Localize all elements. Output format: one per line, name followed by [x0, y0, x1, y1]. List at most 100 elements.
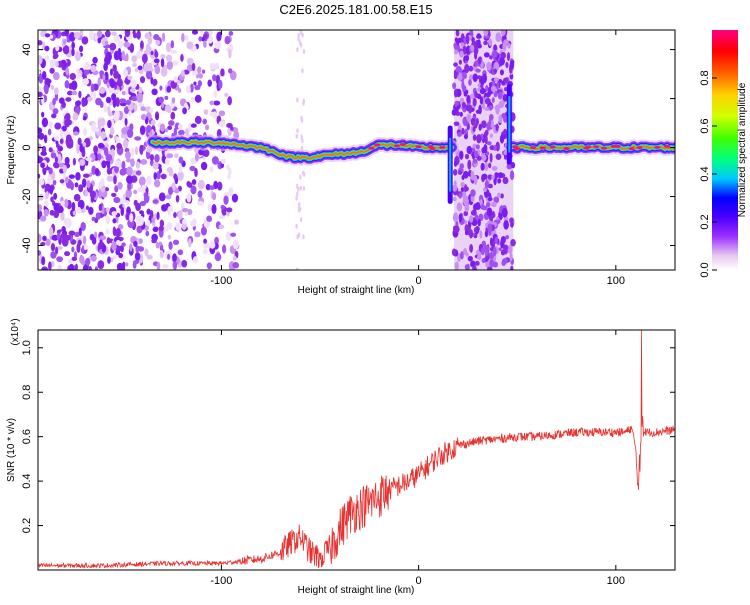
noise-blob [158, 192, 166, 202]
spectrogram-ytick-label-2: 0 [21, 144, 33, 150]
noise-blob [502, 42, 507, 52]
noise-blob [201, 69, 206, 74]
spectrogram-xlabel: Height of straight line (km) [298, 285, 415, 296]
spectrogram-ytick-label-4: 40 [21, 43, 33, 55]
snr-ylabel: SNR (10 * v/v) [6, 418, 17, 482]
noise-blob [218, 214, 226, 220]
noise-blob [472, 265, 477, 270]
noise-blob [227, 68, 233, 74]
noise-blob [198, 149, 204, 156]
noise-blob [485, 85, 489, 92]
noise-blob [209, 185, 215, 191]
noise-blob [145, 230, 150, 237]
noise-blob [302, 234, 305, 240]
noise-blob [476, 155, 482, 161]
noise-blob [55, 61, 59, 68]
noise-blob [484, 180, 489, 190]
noise-blob [227, 173, 231, 180]
noise-blob [38, 178, 45, 186]
noise-blob [137, 65, 143, 71]
noise-blob [76, 206, 82, 214]
noise-blob [115, 227, 121, 238]
ridge-hotspot [374, 143, 381, 147]
ridge-hotspot [563, 147, 570, 151]
noise-blob [126, 175, 133, 184]
noise-blob [497, 192, 501, 198]
snr-ytick-label-3: 0.8 [21, 385, 33, 400]
snr-frame [37, 329, 676, 571]
noise-blob [457, 131, 462, 137]
noise-blob [503, 220, 509, 230]
noise-blob [133, 189, 138, 195]
noise-blob [59, 128, 63, 139]
noise-blob [72, 157, 77, 166]
noise-blob [49, 34, 54, 39]
noise-blob [153, 58, 160, 64]
noise-blob [506, 163, 513, 170]
noise-blob [121, 242, 126, 247]
noise-blob [493, 68, 498, 74]
noise-blob [165, 42, 171, 53]
noise-blob [41, 256, 46, 266]
noise-blob [173, 76, 178, 83]
noise-blob [452, 184, 458, 192]
noise-blob [78, 45, 84, 53]
noise-blob [465, 252, 469, 257]
noise-blob [115, 97, 120, 107]
noise-blob [502, 176, 509, 185]
noise-blob [64, 118, 71, 128]
noise-blob [493, 196, 500, 204]
noise-blob [478, 123, 482, 131]
noise-blob [167, 253, 171, 260]
noise-blob [197, 66, 202, 74]
spectrogram-xtick-label-2: 100 [607, 275, 625, 287]
noise-blob [139, 210, 144, 215]
noise-blob [204, 124, 210, 131]
noise-blob [501, 207, 508, 218]
noise-blob [470, 189, 476, 197]
noise-blob [189, 165, 196, 172]
noise-blob [150, 51, 154, 56]
noise-blob [213, 90, 218, 98]
ridge-hotspot [636, 146, 643, 150]
noise-blob [112, 218, 117, 224]
noise-blob [106, 159, 111, 170]
noise-blob [63, 198, 69, 208]
noise-blob [205, 183, 211, 191]
noise-blob [113, 175, 117, 185]
noise-blob [117, 40, 124, 49]
noise-blob [111, 211, 118, 216]
colorbar-tick-label-3: 0.6 [699, 118, 711, 133]
noise-blob [181, 259, 188, 268]
noise-blob [112, 254, 117, 260]
noise-blob [105, 143, 109, 149]
noise-blob [454, 37, 458, 43]
noise-blob [141, 53, 148, 64]
noise-blob [104, 30, 111, 38]
snr-panel: -100 0 100 0.2 0.4 0.6 0.8 1.0 Height of straig… [6, 318, 676, 596]
noise-blob [174, 153, 179, 158]
noise-blob [43, 84, 49, 95]
spectrogram-ylabel: Frequency (Hz) [6, 116, 17, 185]
noise-blob [45, 238, 51, 246]
noise-blob [89, 190, 96, 199]
noise-blob [495, 81, 500, 91]
noise-blob [495, 153, 502, 160]
noise-blob [481, 173, 488, 180]
noise-blob [78, 227, 82, 236]
noise-blob [138, 238, 143, 245]
noise-blob [296, 47, 299, 53]
noise-blob [217, 181, 223, 191]
noise-blob [186, 57, 194, 65]
noise-blob [488, 227, 492, 237]
noise-blob [453, 121, 460, 126]
noise-blob [212, 192, 217, 201]
noise-blob [170, 40, 175, 49]
noise-blob [82, 142, 87, 147]
noise-blob [509, 217, 514, 224]
noise-blob [491, 97, 495, 103]
noise-blob [41, 117, 49, 128]
noise-blob [82, 78, 90, 86]
noise-blob [156, 261, 161, 270]
noise-blob [470, 44, 475, 52]
